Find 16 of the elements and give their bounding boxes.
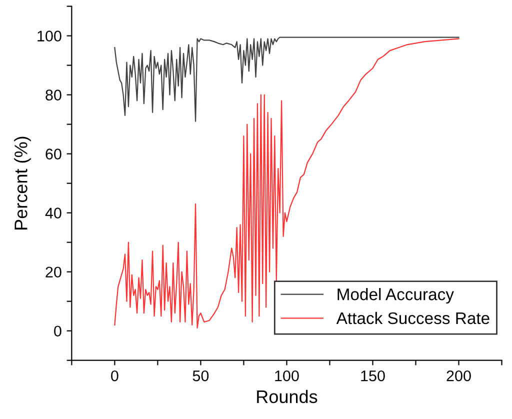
line-series: [114, 36, 460, 122]
x-tick-label: 150: [361, 370, 385, 382]
x-tick-label: 0: [111, 370, 118, 382]
legend-label: Attack Success Rate: [336, 312, 490, 324]
y-tick-label: 60: [46, 148, 62, 160]
y-tick-label: 0: [54, 326, 62, 337]
y-axis-title: Percent (%): [14, 136, 31, 230]
y-tick-label: 20: [46, 266, 62, 278]
y-tick-label: 80: [46, 90, 62, 100]
y-tick-label: 100: [38, 30, 62, 42]
x-tick-label: 200: [446, 370, 471, 382]
x-axis-title: Rounds: [257, 390, 318, 404]
y-tick-label: 40: [45, 208, 62, 219]
x-tick-label: 50: [192, 370, 209, 382]
legend-label: Model Accuracy: [338, 288, 454, 304]
x-tick-label: 100: [275, 370, 299, 382]
